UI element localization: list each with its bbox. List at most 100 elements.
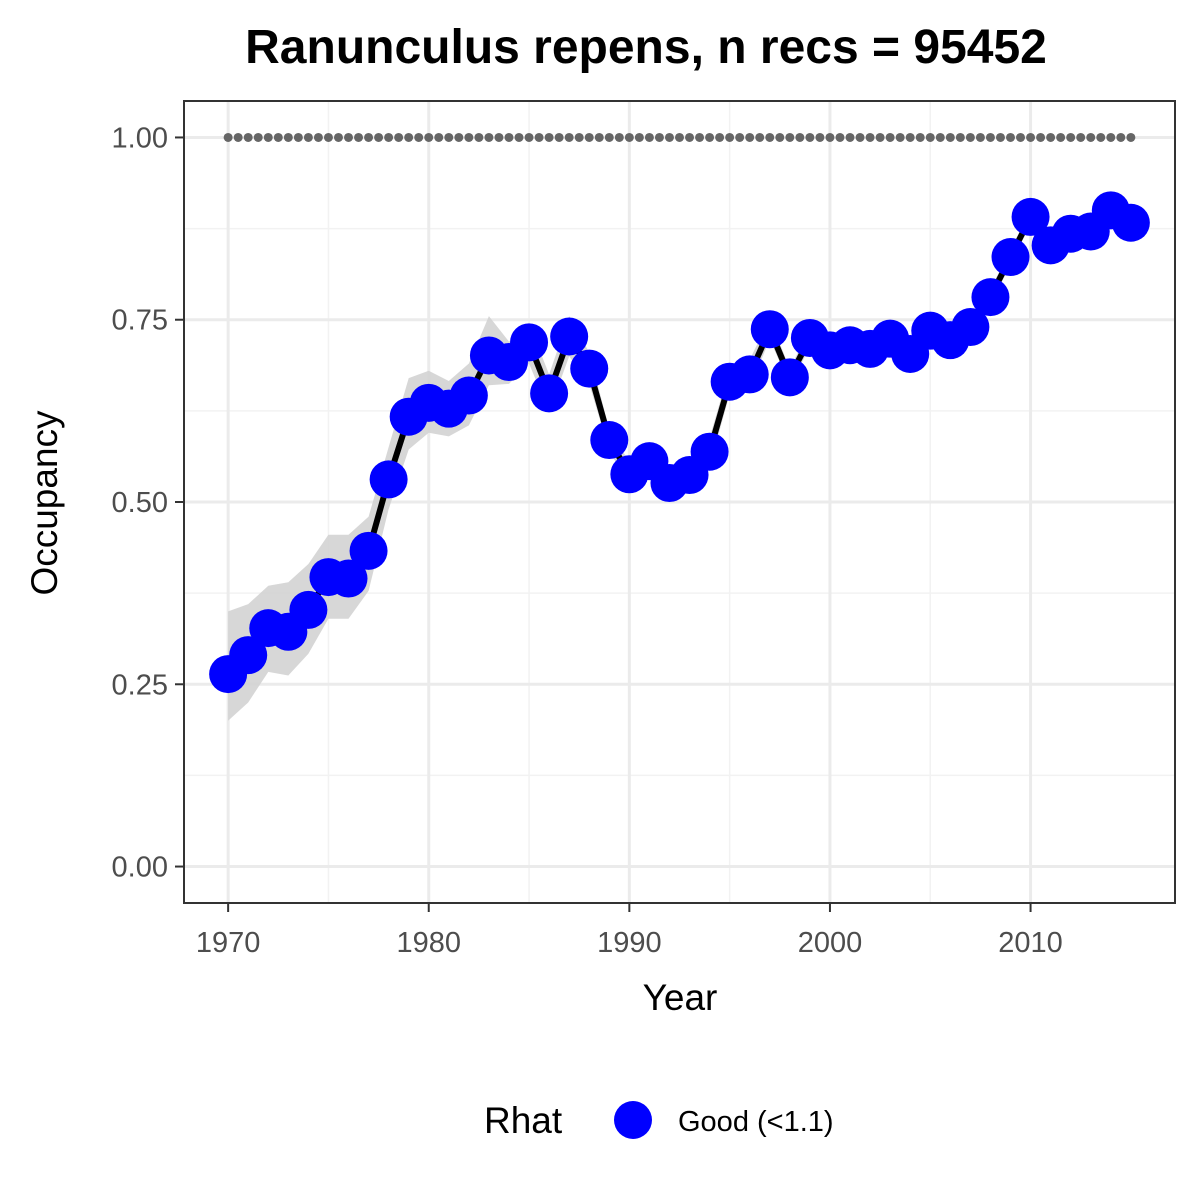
data-point — [971, 278, 1010, 317]
reference-dot — [845, 132, 855, 142]
reference-dot — [935, 132, 945, 142]
reference-dot — [775, 132, 785, 142]
reference-dot — [905, 132, 915, 142]
reference-dot — [504, 132, 514, 142]
reference-dot — [524, 132, 534, 142]
reference-dot — [404, 132, 414, 142]
data-point — [730, 355, 769, 394]
reference-dot — [484, 132, 494, 142]
reference-dot — [825, 132, 835, 142]
reference-dot — [333, 132, 343, 142]
legend-key-marker — [614, 1101, 652, 1139]
reference-dot — [624, 132, 634, 142]
legend-entry-label: Good (<1.1) — [678, 1106, 834, 1138]
data-point — [991, 238, 1030, 277]
reference-dot — [965, 132, 975, 142]
reference-dot — [664, 132, 674, 142]
data-point — [329, 559, 368, 598]
reference-dot — [695, 132, 705, 142]
data-point — [570, 349, 609, 388]
reference-dot — [444, 132, 454, 142]
reference-dot — [313, 132, 323, 142]
data-point — [289, 590, 328, 629]
reference-dot — [675, 132, 684, 142]
reference-dot — [644, 132, 654, 142]
reference-dot — [554, 132, 564, 142]
reference-dot — [544, 132, 554, 142]
y-tick-label: 0.75 — [112, 305, 168, 337]
reference-dot — [584, 132, 594, 142]
reference-dot — [755, 132, 765, 142]
x-tick-label: 1990 — [597, 927, 662, 959]
reference-dot — [414, 132, 424, 142]
reference-dot — [975, 132, 985, 142]
data-point — [349, 531, 388, 570]
reference-dot — [323, 132, 333, 142]
reference-dot — [1006, 132, 1016, 142]
point-layer — [209, 191, 1150, 694]
data-point — [951, 308, 990, 347]
reference-dot — [805, 132, 815, 142]
y-axis-title: Occupancy — [24, 410, 65, 596]
legend: Rhat Good (<1.1) — [484, 1100, 834, 1141]
reference-dot — [634, 132, 644, 142]
reference-dot — [835, 132, 845, 142]
reference-dot — [895, 132, 905, 142]
reference-dot — [374, 132, 384, 142]
reference-dot — [915, 132, 925, 142]
x-tick-label: 1980 — [396, 927, 461, 959]
reference-dot — [574, 132, 584, 142]
reference-dot — [1046, 132, 1056, 142]
y-tick-label: 0.00 — [112, 852, 168, 884]
legend-title: Rhat — [484, 1100, 563, 1141]
y-tick-label: 0.50 — [112, 487, 168, 519]
reference-dot — [855, 132, 865, 142]
reference-dot — [885, 132, 895, 142]
reference-dot — [614, 132, 624, 142]
reference-dot — [604, 132, 614, 142]
x-tick-label: 2000 — [798, 927, 863, 959]
reference-dot — [494, 132, 504, 142]
reference-dot — [474, 132, 484, 142]
reference-dot — [1056, 132, 1066, 142]
reference-dot — [1116, 132, 1126, 142]
reference-dot — [223, 132, 233, 142]
reference-dot — [1126, 132, 1136, 142]
reference-dot — [955, 132, 965, 142]
data-point — [1011, 197, 1050, 236]
reference-dot — [454, 132, 464, 142]
reference-dot — [273, 132, 283, 142]
data-point — [690, 432, 729, 471]
reference-dot — [865, 132, 875, 142]
data-point — [530, 374, 569, 413]
reference-dot — [995, 132, 1005, 142]
reference-dot — [243, 132, 253, 142]
reference-dot — [685, 132, 695, 142]
reference-dot — [925, 132, 935, 142]
data-point — [590, 421, 629, 460]
reference-dot — [1096, 132, 1106, 142]
reference-dot — [1106, 132, 1116, 142]
reference-dot — [985, 132, 995, 142]
reference-dot — [945, 132, 955, 142]
data-point — [770, 358, 809, 397]
reference-dot — [1066, 132, 1076, 142]
reference-dot — [735, 132, 745, 142]
x-tick-label: 2010 — [998, 927, 1063, 959]
reference-dot — [343, 132, 353, 142]
reference-dot — [795, 132, 805, 142]
data-point — [510, 323, 549, 362]
reference-dot — [564, 132, 574, 142]
reference-dot — [1026, 132, 1036, 142]
reference-dot — [233, 132, 243, 142]
reference-dot — [384, 132, 394, 142]
reference-dot — [654, 132, 664, 142]
data-point — [449, 376, 488, 415]
reference-dot — [594, 132, 604, 142]
x-axis: 1970 1980 1990 2000 2010 — [196, 903, 1063, 959]
reference-dot — [705, 132, 715, 142]
reference-dot — [514, 132, 524, 142]
reference-dot — [785, 132, 795, 142]
data-point — [229, 636, 268, 675]
